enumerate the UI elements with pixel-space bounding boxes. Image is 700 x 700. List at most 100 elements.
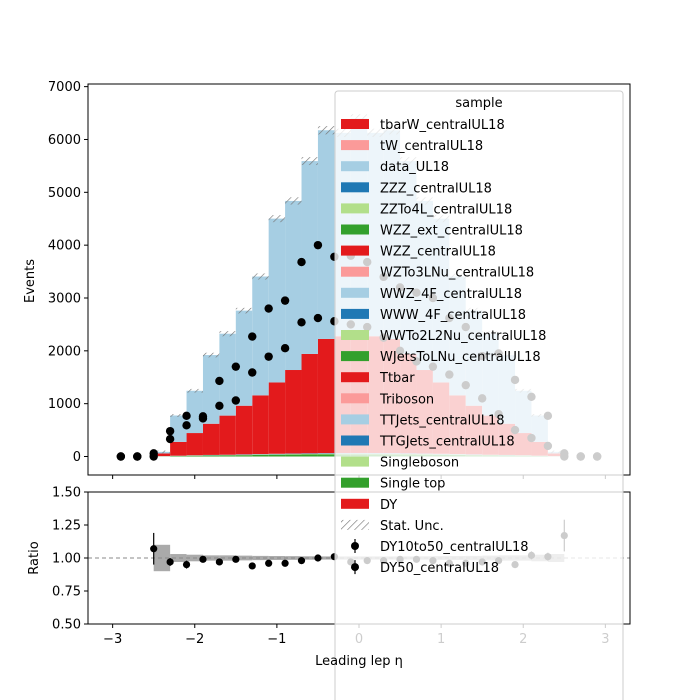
legend-swatch bbox=[341, 435, 369, 446]
ratio-point bbox=[150, 545, 158, 553]
ratio-point bbox=[297, 557, 306, 565]
bar bbox=[301, 454, 318, 457]
legend-item: Singleboson bbox=[341, 456, 459, 471]
ratio-y-ticks: 0.50 0.75 1.00 1.25 1.50 bbox=[52, 486, 88, 633]
unc-band-bin bbox=[219, 555, 236, 561]
data-point bbox=[313, 313, 323, 323]
bar bbox=[235, 455, 253, 457]
data-point bbox=[280, 343, 290, 353]
legend-item: Stat. Unc. bbox=[341, 519, 444, 534]
legend-item: Ttbar bbox=[341, 371, 415, 386]
data-point bbox=[116, 452, 126, 461]
bar bbox=[317, 453, 335, 455]
bar bbox=[235, 310, 253, 406]
unc-band-bin bbox=[252, 555, 269, 561]
legend-label: WZTo3LNu_centralUL18 bbox=[380, 266, 534, 281]
legend-label: data_UL18 bbox=[380, 160, 449, 175]
legend-item: WWZ_4F_centralUL18 bbox=[341, 287, 522, 302]
legend-swatch bbox=[341, 308, 369, 319]
legend-marker bbox=[351, 542, 359, 550]
legend-swatch bbox=[341, 266, 369, 277]
legend-label: WWW_4F_centralUL18 bbox=[380, 308, 526, 323]
bar bbox=[153, 453, 171, 457]
legend-label: DY50_centralUL18 bbox=[380, 561, 499, 576]
bar bbox=[285, 370, 302, 454]
bar bbox=[186, 455, 203, 457]
legend-swatch bbox=[341, 119, 369, 129]
legend-item: TTGJets_centralUL18 bbox=[341, 435, 515, 450]
legend-item: tbarW_centralUL18 bbox=[341, 118, 505, 133]
legend-swatch bbox=[341, 351, 369, 362]
legend-label: tbarW_centralUL18 bbox=[380, 118, 505, 133]
bar bbox=[301, 453, 318, 455]
data-point bbox=[182, 421, 191, 430]
legend-swatch bbox=[341, 161, 369, 172]
bar bbox=[252, 276, 269, 396]
legend-title: sample bbox=[455, 96, 502, 111]
ratio-point bbox=[182, 561, 191, 569]
y-tick-label: 4000 bbox=[48, 239, 81, 254]
legend-swatch bbox=[341, 477, 369, 488]
ratio-point bbox=[265, 559, 273, 567]
bar bbox=[301, 161, 318, 354]
bar bbox=[170, 441, 187, 456]
data-point bbox=[165, 426, 175, 436]
ratio-point bbox=[314, 554, 322, 562]
ratio-point bbox=[215, 558, 223, 566]
bar bbox=[317, 454, 335, 457]
bar bbox=[252, 395, 269, 455]
legend-item: ZZZ_centralUL18 bbox=[341, 181, 492, 196]
legend-label: Single top bbox=[380, 477, 445, 492]
stat-unc-bar bbox=[219, 331, 236, 337]
legend-swatch bbox=[341, 224, 369, 235]
legend-swatch bbox=[341, 414, 369, 425]
legend-swatch bbox=[341, 372, 369, 383]
ratio-point bbox=[281, 559, 289, 567]
unc-band-bin bbox=[170, 554, 187, 562]
y-tick-label: 5000 bbox=[48, 186, 81, 201]
y-tick-label: 7000 bbox=[48, 80, 81, 95]
legend-label: Singleboson bbox=[380, 456, 459, 471]
y-tick-label: 3000 bbox=[48, 291, 81, 306]
legend-swatch bbox=[341, 330, 369, 340]
bar bbox=[170, 415, 187, 442]
bar bbox=[268, 454, 286, 457]
y-tick-label: 6000 bbox=[48, 133, 81, 148]
legend-item: Single top bbox=[341, 477, 445, 492]
data-point bbox=[264, 352, 273, 361]
data-point bbox=[198, 414, 208, 423]
data-point bbox=[215, 401, 224, 410]
unc-band-bin bbox=[301, 556, 318, 560]
legend-label: Stat. Unc. bbox=[380, 519, 444, 534]
bar bbox=[186, 390, 203, 434]
legend-item: DY10to50_centralUL18 bbox=[351, 539, 529, 555]
legend-item: WWTo2L2Nu_centralUL18 bbox=[341, 329, 546, 344]
stat-unc-bar bbox=[285, 197, 302, 205]
legend-label: WWTo2L2Nu_centralUL18 bbox=[380, 329, 546, 344]
bar bbox=[202, 455, 220, 457]
y-tick-label: 2000 bbox=[48, 344, 81, 359]
bar bbox=[219, 455, 236, 457]
legend: sample tbarW_centralUL18 tW_centralUL18da… bbox=[334, 90, 624, 700]
data-point bbox=[215, 376, 224, 386]
legend-label: ZZTo4L_centralUL18 bbox=[380, 202, 512, 217]
legend-label: DY10to50_centralUL18 bbox=[380, 540, 529, 555]
legend-item: WZZ_ext_centralUL18 bbox=[341, 224, 523, 239]
y-tick-label: 0 bbox=[73, 450, 81, 465]
bar bbox=[268, 218, 286, 383]
legend-label: ZZZ_centralUL18 bbox=[380, 181, 492, 196]
ratio-point bbox=[199, 555, 207, 563]
ratio-y-axis-label: Ratio bbox=[27, 541, 42, 574]
legend-swatch bbox=[341, 140, 369, 151]
bar bbox=[301, 353, 318, 454]
legend-label: tW_centralUL18 bbox=[380, 139, 483, 154]
legend-swatch bbox=[341, 519, 369, 530]
bar bbox=[219, 415, 236, 455]
stat-unc-bar bbox=[170, 414, 187, 417]
data-point bbox=[165, 434, 175, 444]
unc-band-bin bbox=[268, 556, 286, 560]
bar bbox=[285, 454, 302, 455]
data-point bbox=[231, 362, 241, 371]
legend-swatch bbox=[341, 245, 369, 256]
bar bbox=[202, 423, 220, 455]
